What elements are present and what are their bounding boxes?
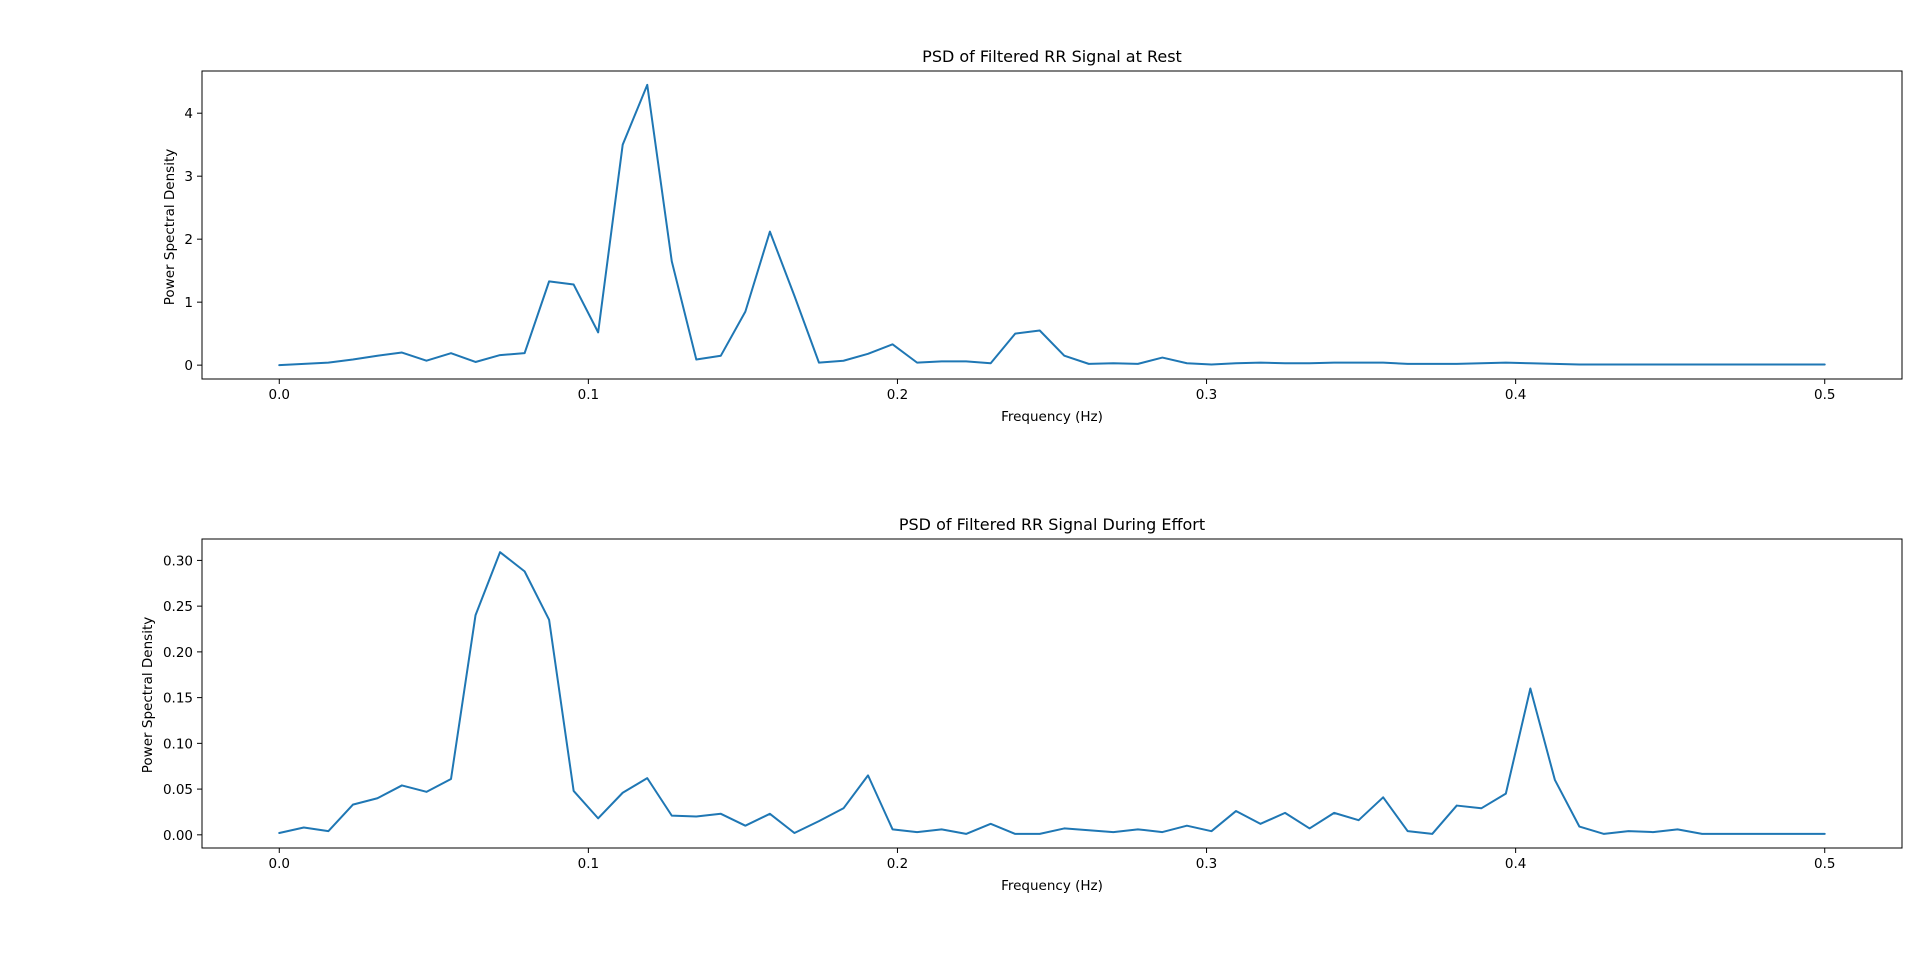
x-axis-label: Frequency (Hz) bbox=[1001, 878, 1103, 894]
x-tick-label: 0.5 bbox=[1814, 856, 1835, 872]
y-tick-label: 0.15 bbox=[163, 691, 193, 707]
y-tick-label: 2 bbox=[184, 232, 193, 248]
y-tick-label: 3 bbox=[184, 169, 193, 185]
x-tick-label: 0.0 bbox=[269, 856, 290, 872]
y-tick-label: 0.20 bbox=[163, 645, 193, 661]
x-tick-label: 0.2 bbox=[887, 856, 908, 872]
y-tick-label: 0.25 bbox=[163, 599, 193, 615]
x-tick-label: 0.1 bbox=[578, 856, 599, 872]
plot-area-rest: 0.0 0.1 0.2 0.3 0.4 0.5 0 1 2 3 4 bbox=[184, 70, 1903, 403]
x-axis-label: Frequency (Hz) bbox=[1001, 409, 1103, 425]
x-tick-label: 0.3 bbox=[1196, 856, 1217, 872]
y-tick-label: 0.05 bbox=[163, 782, 193, 798]
axes-frame bbox=[201, 70, 1903, 380]
series-line-0 bbox=[278, 83, 1826, 367]
y-axis-label: Power Spectral Density bbox=[140, 617, 156, 773]
chart-panel-rest: PSD of Filtered RR Signal at Rest 0.0 0.1… bbox=[162, 47, 1903, 425]
x-tick-label: 0.1 bbox=[578, 387, 599, 403]
x-tick-label: 0.4 bbox=[1505, 387, 1526, 403]
chart-panel-effort: PSD of Filtered RR Signal During Effort … bbox=[140, 515, 1903, 894]
series-line-0 bbox=[278, 551, 1826, 835]
x-tick-label: 0.0 bbox=[269, 387, 290, 403]
y-tick-label: 1 bbox=[184, 295, 193, 311]
chart-title: PSD of Filtered RR Signal at Rest bbox=[922, 47, 1182, 66]
x-tick-label: 0.5 bbox=[1814, 387, 1835, 403]
x-tick-label: 0.2 bbox=[887, 387, 908, 403]
y-tick-label: 0.10 bbox=[163, 736, 193, 752]
y-tick-label: 4 bbox=[184, 106, 193, 122]
plot-area-effort: 0.0 0.1 0.2 0.3 0.4 0.5 0.00 0.05 0.10 0.15 0.20 0.… bbox=[163, 538, 1903, 872]
x-tick-label: 0.4 bbox=[1505, 856, 1526, 872]
y-tick-label: 0 bbox=[184, 358, 193, 374]
y-tick-label: 0.30 bbox=[163, 553, 193, 569]
x-tick-label: 0.3 bbox=[1196, 387, 1217, 403]
y-axis-label: Power Spectral Density bbox=[162, 149, 178, 305]
chart-title: PSD of Filtered RR Signal During Effort bbox=[899, 515, 1205, 534]
y-tick-label: 0.00 bbox=[163, 828, 193, 844]
axes-frame bbox=[201, 538, 1903, 849]
